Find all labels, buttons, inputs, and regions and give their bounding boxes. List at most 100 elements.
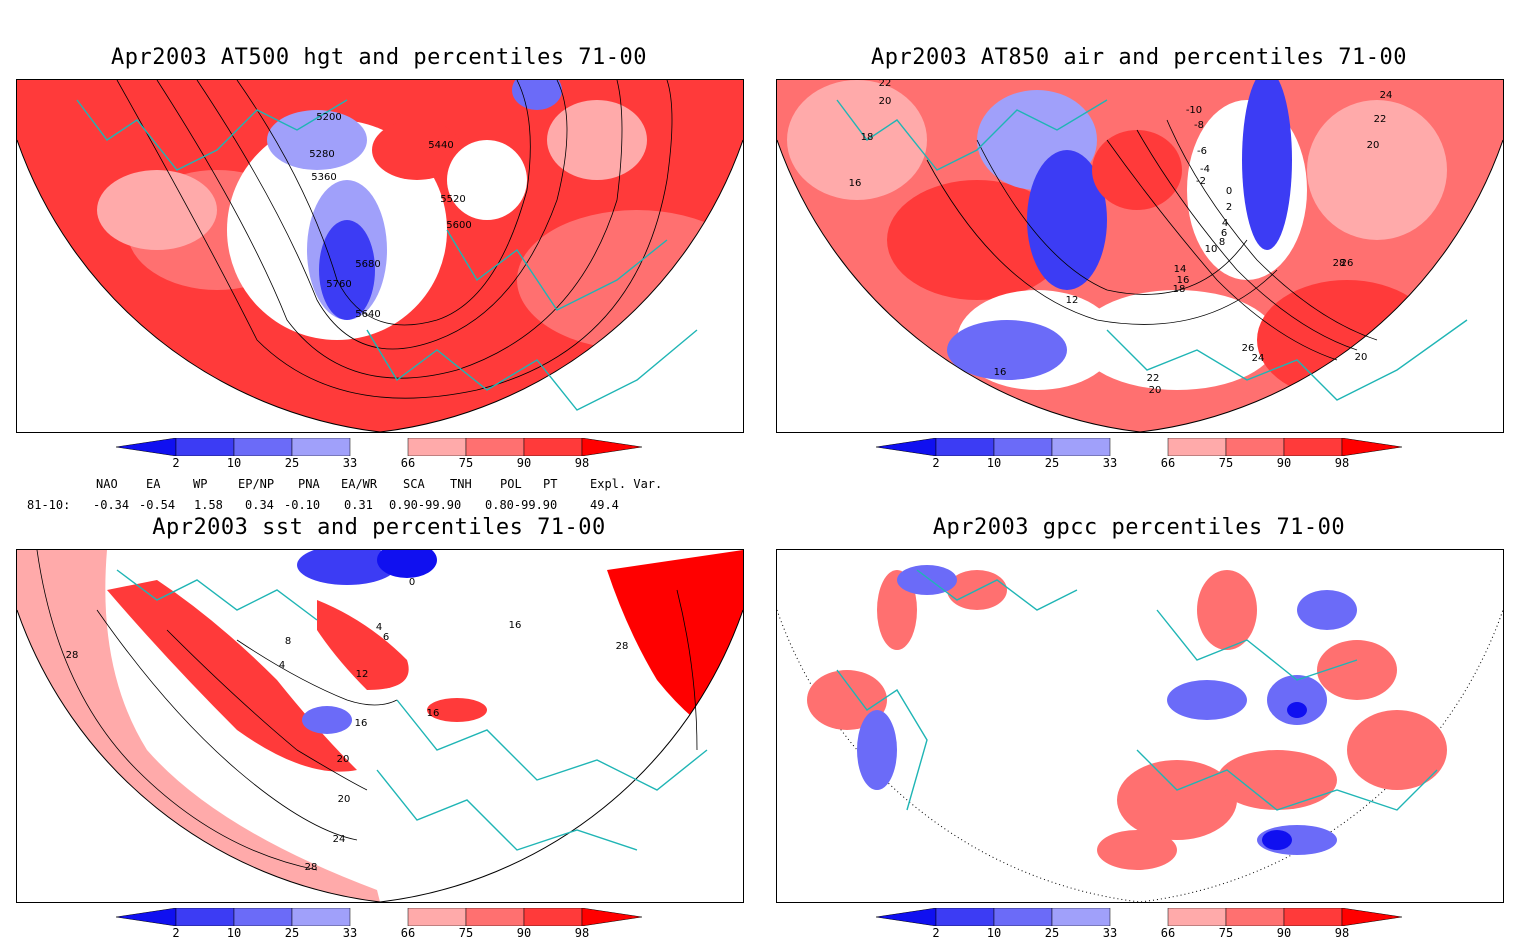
contour-label: 8 bbox=[1219, 237, 1225, 248]
contour-label: 16 bbox=[849, 178, 862, 189]
contour-label: -2 bbox=[1196, 176, 1206, 187]
map-gpcc bbox=[776, 549, 1504, 903]
contour-label: 10 bbox=[1205, 244, 1218, 255]
contour-label: 24 bbox=[333, 834, 346, 845]
contour-label: 20 bbox=[879, 96, 892, 107]
colorbar-label: 66 bbox=[400, 456, 416, 470]
contour-label: 18 bbox=[861, 132, 874, 143]
colorbar-sst: 2 10 25 33 66 75 90 98 bbox=[116, 908, 646, 948]
index-header: PNA bbox=[298, 477, 320, 491]
index-header: POL bbox=[500, 477, 522, 491]
colorbar-label: 66 bbox=[400, 926, 416, 940]
colorbar-label: 2 bbox=[172, 456, 180, 470]
contour-label: 16 bbox=[509, 620, 522, 631]
index-value: 0.90-99.90 bbox=[389, 498, 462, 512]
colorbar-hgt500: 2 10 25 33 66 75 90 98 bbox=[116, 438, 646, 478]
colorbar-label: 98 bbox=[1334, 456, 1350, 470]
index-header: WP bbox=[193, 477, 208, 491]
contour-label: 5680 bbox=[355, 259, 380, 270]
index-header: SCA bbox=[403, 477, 425, 491]
contour-label: 5520 bbox=[440, 194, 465, 205]
colorbar-label: 2 bbox=[932, 926, 940, 940]
contour-label: 2 bbox=[1226, 202, 1232, 213]
colorbar-label: 25 bbox=[1044, 926, 1060, 940]
colorbar-label: 10 bbox=[986, 926, 1002, 940]
panel-title-air850: Apr2003 AT850 air and percentiles 71-00 bbox=[870, 45, 1408, 70]
colorbar-label: 90 bbox=[1276, 926, 1292, 940]
colorbar-label: 33 bbox=[1102, 926, 1118, 940]
colorbar-label: 66 bbox=[1160, 456, 1176, 470]
contour-label: 16 bbox=[427, 708, 440, 719]
contour-label: 16 bbox=[994, 367, 1007, 378]
contour-label: 16 bbox=[1177, 275, 1190, 286]
contour-label: 14 bbox=[1174, 264, 1187, 275]
colorbar-label: 75 bbox=[1218, 456, 1234, 470]
contour-label: 24 bbox=[1380, 90, 1393, 101]
colorbar-air850: 2 10 25 33 66 75 90 98 bbox=[876, 438, 1406, 478]
contour-label: 26 bbox=[1242, 343, 1255, 354]
panel-title-hgt500: Apr2003 AT500 hgt and percentiles 71-00 bbox=[110, 45, 648, 70]
colorbar-label: 10 bbox=[226, 926, 242, 940]
map-sst: 28 0 4 8 6 4 12 16 16 20 20 24 28 16 28 bbox=[16, 549, 744, 903]
colorbar-label: 25 bbox=[1044, 456, 1060, 470]
contour-label: 5760 bbox=[326, 279, 351, 290]
colorbar-label: 90 bbox=[1276, 456, 1292, 470]
colorbar-label: 75 bbox=[458, 926, 474, 940]
contour-label: 16 bbox=[355, 718, 368, 729]
contour-label: 26 bbox=[1341, 258, 1354, 269]
index-value: -0.34 bbox=[93, 498, 130, 512]
map-hgt500: 5200 5280 5360 5440 5520 5600 5680 5760 … bbox=[16, 79, 744, 433]
colorbar-label: 2 bbox=[172, 926, 180, 940]
contour-label: -6 bbox=[1197, 146, 1207, 157]
index-header: NAO bbox=[96, 477, 118, 491]
contour-label: 28 bbox=[305, 862, 318, 873]
contour-label: 0 bbox=[409, 577, 415, 588]
index-header: EP/NP bbox=[238, 477, 275, 491]
contour-label: 5440 bbox=[428, 140, 453, 151]
index-header: EA bbox=[146, 477, 161, 491]
contour-label: 20 bbox=[338, 794, 351, 805]
contour-label: 12 bbox=[1066, 295, 1079, 306]
colorbar-label: 90 bbox=[516, 456, 532, 470]
colorbar-label: 75 bbox=[458, 456, 474, 470]
colorbar-label: 25 bbox=[284, 456, 300, 470]
contour-label: 4 bbox=[376, 622, 382, 633]
index-header: Expl. Var. bbox=[590, 477, 663, 491]
colorbar-label: 66 bbox=[1160, 926, 1176, 940]
contour-label: 20 bbox=[337, 754, 350, 765]
contour-label: 28 bbox=[1333, 258, 1346, 269]
contour-label: 22 bbox=[1374, 114, 1387, 125]
contour-label: 6 bbox=[1221, 228, 1227, 239]
colorbar-label: 98 bbox=[574, 456, 590, 470]
contour-label: 22 bbox=[879, 80, 892, 89]
colorbar-label: 25 bbox=[284, 926, 300, 940]
contour-label: 5600 bbox=[446, 220, 471, 231]
index-row-label: 81-10: bbox=[27, 498, 71, 512]
colorbar-label: 33 bbox=[342, 456, 358, 470]
index-header: EA/WR bbox=[341, 477, 378, 491]
contour-label: 20 bbox=[1149, 385, 1162, 396]
contour-label: -10 bbox=[1186, 105, 1202, 116]
colorbar-label: 10 bbox=[986, 456, 1002, 470]
index-value: 49.4 bbox=[590, 498, 619, 512]
map-air850: 22 20 18 16 -10 -8 -6 -4 -2 0 2 4 6 8 10… bbox=[776, 79, 1504, 433]
contour-label: 5280 bbox=[309, 149, 334, 160]
contour-label: 5200 bbox=[316, 112, 341, 123]
contour-label: 4 bbox=[279, 660, 285, 671]
index-header: TNH bbox=[450, 477, 472, 491]
contour-label: 20 bbox=[1355, 352, 1368, 363]
contour-label: 6 bbox=[383, 632, 389, 643]
contour-label: 5360 bbox=[311, 172, 336, 183]
colorbar-label: 33 bbox=[342, 926, 358, 940]
contour-label: 28 bbox=[66, 650, 79, 661]
index-value: 0.80-99.90 bbox=[485, 498, 558, 512]
panel-title-gpcc: Apr2003 gpcc percentiles 71-00 bbox=[932, 515, 1346, 540]
index-value: 0.34 bbox=[245, 498, 274, 512]
index-header: PT bbox=[543, 477, 558, 491]
contour-label: 18 bbox=[1173, 284, 1186, 295]
contour-label: -4 bbox=[1200, 164, 1210, 175]
colorbar-label: 10 bbox=[226, 456, 242, 470]
contour-label: 28 bbox=[616, 641, 629, 652]
contour-label: 4 bbox=[1222, 218, 1228, 229]
contour-label: 22 bbox=[1147, 373, 1160, 384]
